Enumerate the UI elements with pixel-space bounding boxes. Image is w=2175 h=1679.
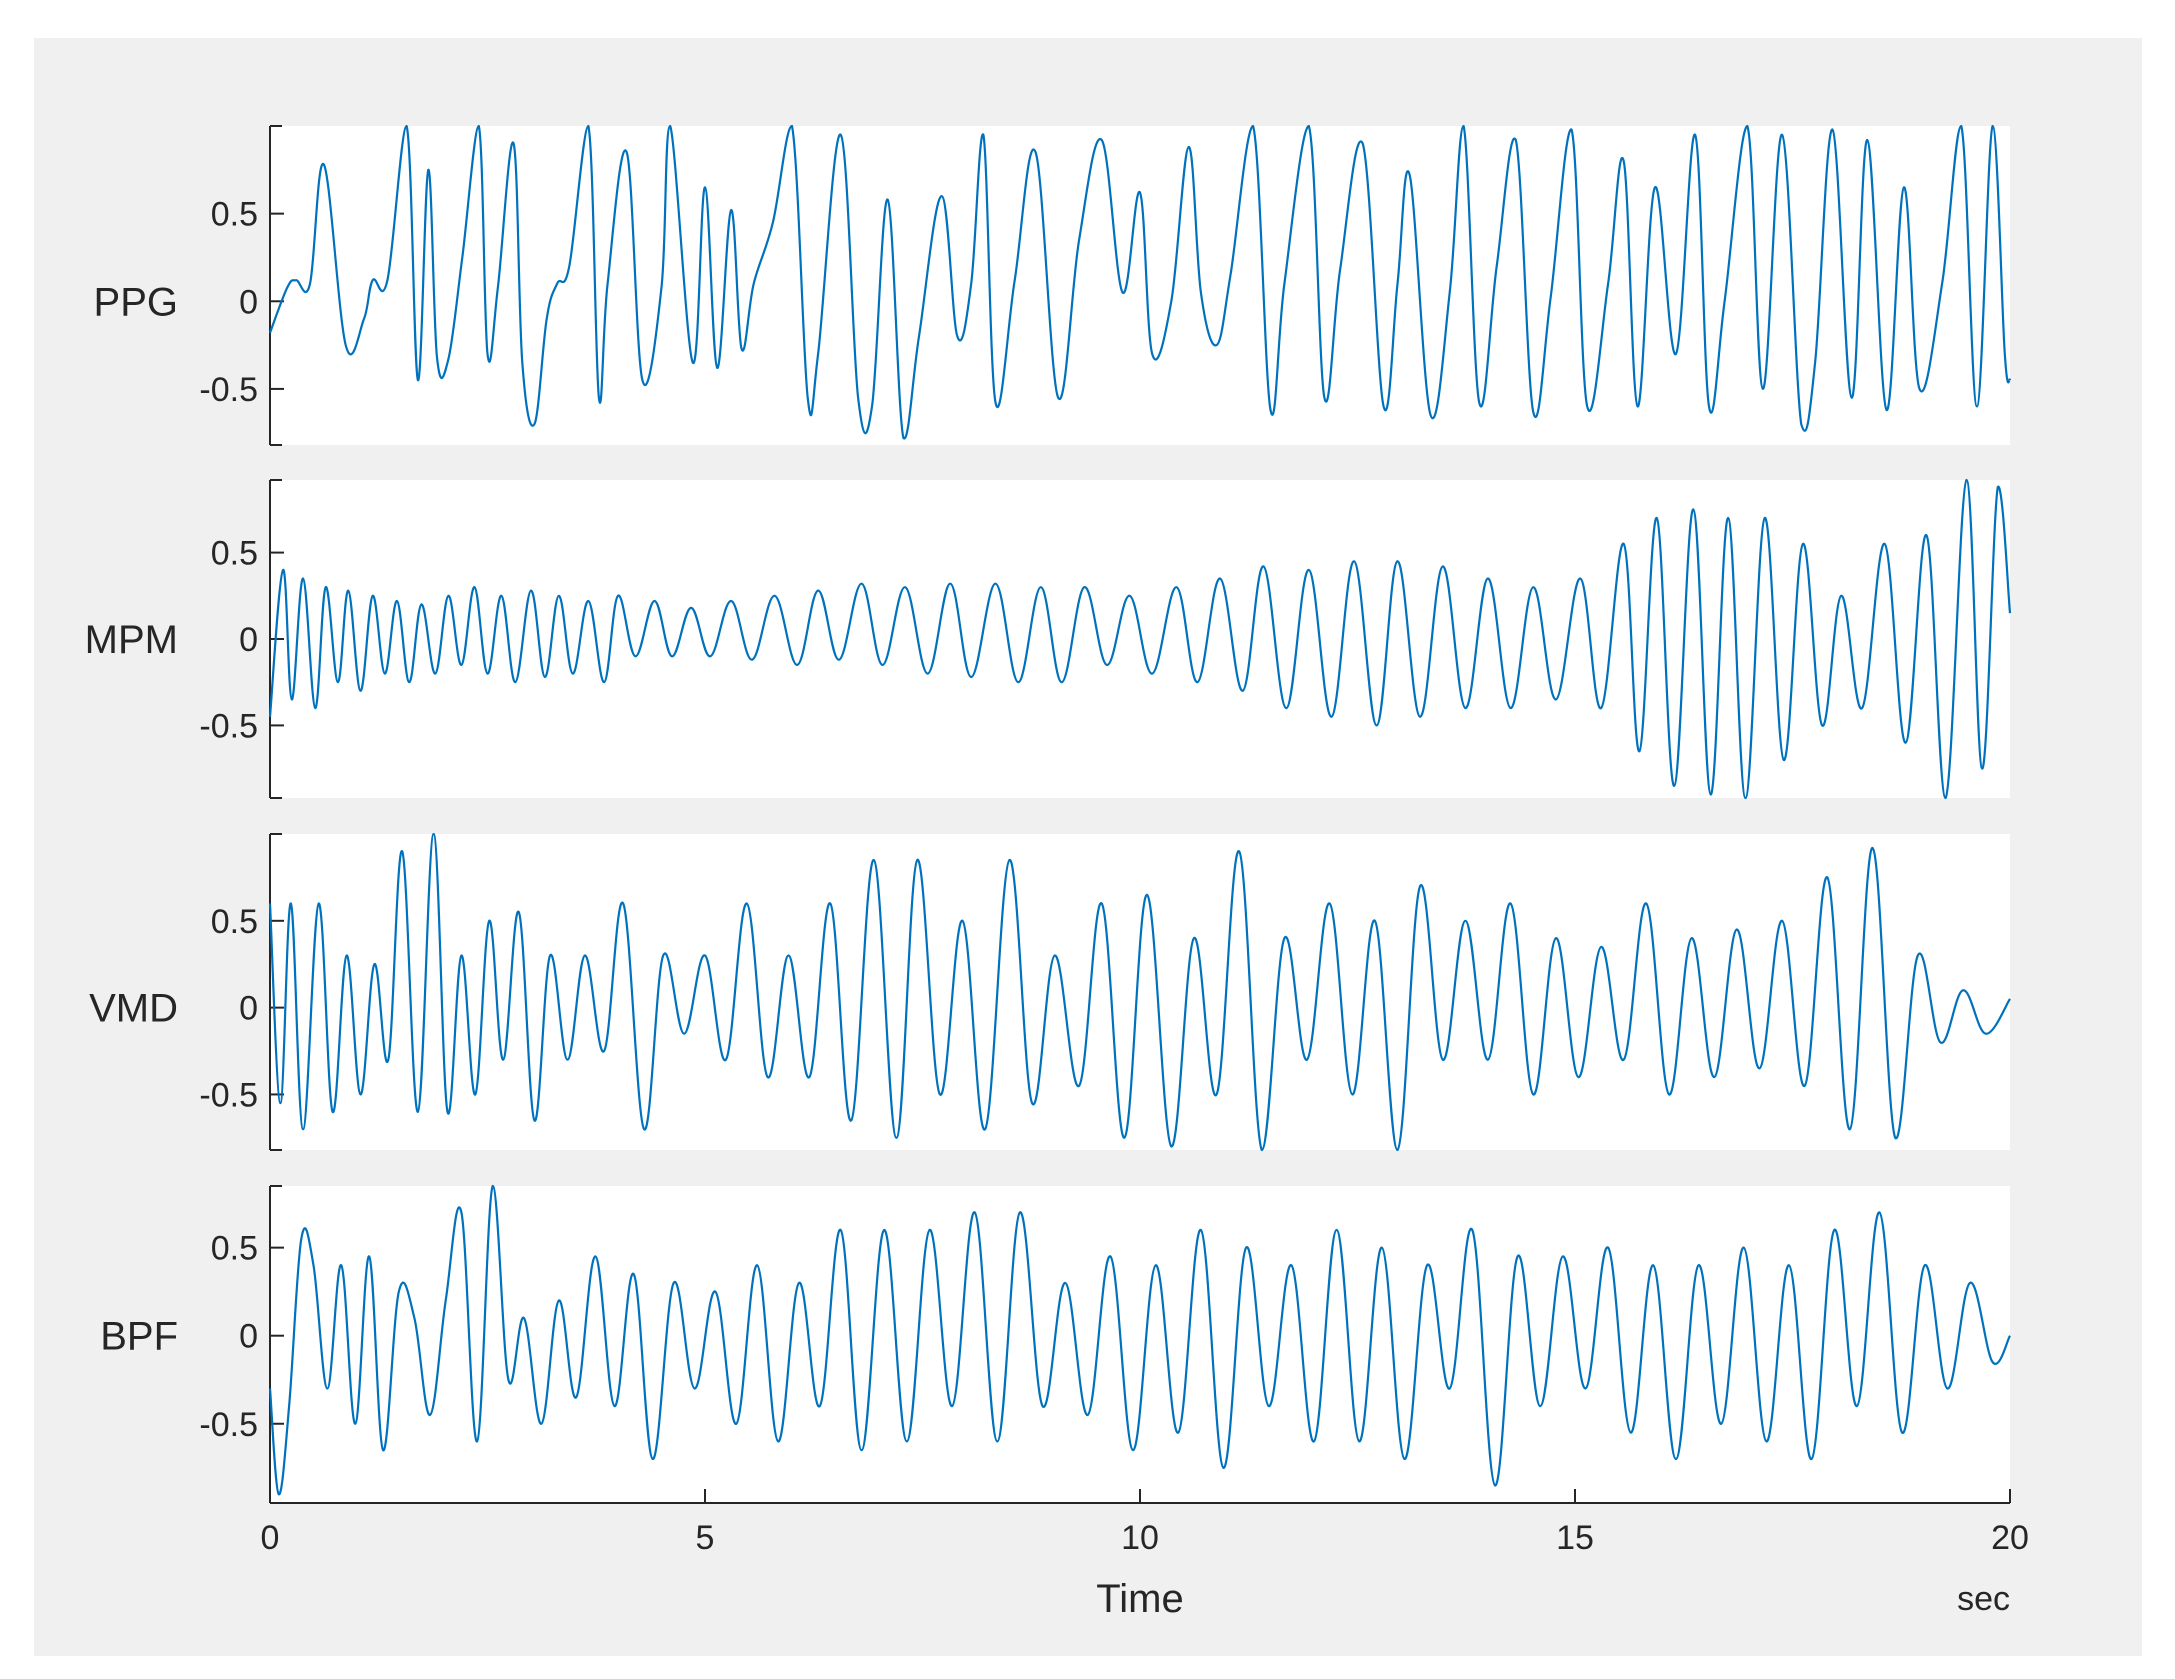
x-axis-label: Time — [1096, 1577, 1183, 1621]
x-tick-label: 0 — [261, 1519, 280, 1557]
y-tick-label: -0.5 — [199, 371, 258, 409]
y-tick-label: 0 — [239, 621, 258, 659]
signal-line-vmd — [268, 832, 2011, 1152]
subplots: -0.5 0 0.5 PPG -0.5 0 0.5 MPM -0.5 0 0.5 VMD -0.5 0 0.… — [85, 124, 2012, 1504]
x-tick-label: 20 — [1991, 1519, 2029, 1557]
x-tick-label: 5 — [696, 1519, 715, 1557]
x-tick-label: 10 — [1121, 1519, 1159, 1557]
subplot-vmd: -0.5 0 0.5 VMD — [89, 832, 2011, 1152]
y-axis-label: VMD — [89, 987, 178, 1031]
signal-line-bpf — [268, 1184, 2011, 1496]
axes-background — [270, 480, 2010, 798]
subplot-ppg: -0.5 0 0.5 PPG — [94, 124, 2012, 446]
signal-line-mpm — [268, 478, 2012, 800]
axes-background — [270, 1186, 2010, 1503]
signal-line-ppg — [268, 124, 2012, 440]
y-tick-label: -0.5 — [199, 1076, 258, 1114]
y-axis-label: BPF — [100, 1315, 178, 1359]
axes-background — [270, 126, 2010, 445]
y-tick-label: -0.5 — [199, 707, 258, 745]
y-tick-label: 0.5 — [211, 903, 258, 941]
y-axis-label: MPM — [85, 618, 178, 662]
y-tick-label: 0 — [239, 1318, 258, 1356]
x-axis: 0 5 10 15 20 — [261, 1489, 2029, 1557]
y-tick-label: -0.5 — [199, 1406, 258, 1444]
subplot-mpm: -0.5 0 0.5 MPM — [85, 478, 2012, 800]
y-tick-label: 0 — [239, 283, 258, 321]
y-tick-label: 0.5 — [211, 1230, 258, 1268]
x-tick-label: 15 — [1556, 1519, 1594, 1557]
axes-background — [270, 834, 2010, 1150]
y-axis-label: PPG — [94, 280, 178, 324]
subplot-bpf: -0.5 0 0.5 BPF — [100, 1184, 2011, 1504]
y-tick-label: 0 — [239, 990, 258, 1028]
x-axis-unit: sec — [1957, 1580, 2010, 1618]
y-tick-label: 0.5 — [211, 535, 258, 573]
y-tick-label: 0.5 — [211, 196, 258, 234]
